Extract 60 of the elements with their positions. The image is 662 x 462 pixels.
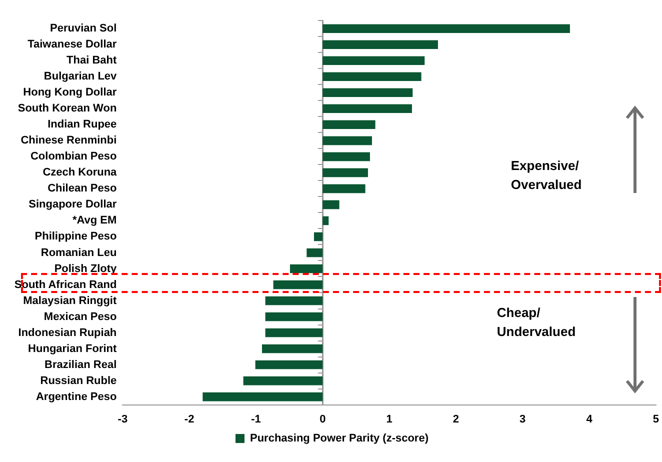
y-tick-label: Malaysian Ringgit [23,294,117,307]
y-tick-label: Argentine Peso [36,390,117,403]
x-tick-label: -3 [118,413,128,426]
y-tick-label: Colombian Peso [30,150,117,163]
y-tick-label: Polish Zloty [54,262,118,275]
x-tick-label: 0 [320,413,326,426]
y-tick-label: Taiwanese Dollar [28,38,118,51]
x-tick-label: 3 [520,413,526,426]
y-tick-label: South Korean Won [18,102,117,115]
y-tick-label: Thai Baht [66,54,117,67]
y-tick-label: Czech Koruna [42,166,118,179]
y-tick-label: Singapore Dollar [28,198,118,211]
bar [265,312,323,322]
y-tick-label: Philippine Peso [34,230,117,243]
x-tick-label: -2 [184,413,194,426]
x-tick-label: -1 [251,413,261,426]
y-tick-label: Mexican Peso [44,310,117,323]
bar [322,200,340,210]
y-tick-label: Romanian Leu [40,246,117,259]
bar [322,72,422,82]
bar [255,360,323,370]
bar [322,168,368,178]
bar [322,184,366,194]
y-tick-label: South African Rand [14,278,117,291]
x-tick-label: 2 [452,413,460,426]
legend-label: Purchasing Power Parity (z-score) [250,432,429,445]
bar [265,296,323,306]
y-tick-label: Indonesian Rupiah [18,326,117,339]
bar [262,344,323,354]
bar [243,376,323,386]
bar [322,136,372,146]
y-tick-label: *Avg EM [72,214,117,227]
bar [322,88,413,98]
bar [322,56,425,66]
x-tick-label: 4 [586,413,594,426]
y-tick-label: Chinese Renminbi [20,134,117,147]
bar [322,216,329,226]
y-tick-label: Chilean Peso [48,182,117,195]
bar [322,24,570,34]
y-tick-label: Hungarian Forint [28,342,118,355]
bar [273,280,323,290]
bar [322,104,412,114]
bar [265,328,323,338]
annotation: Cheap/ Undervalued [496,304,576,339]
bar [322,120,376,130]
bar [322,152,370,162]
y-tick-label: Indian Rupee [48,118,117,131]
bar [290,264,323,274]
y-tick-label: Bulgarian Lev [44,70,118,83]
bar [202,392,323,402]
y-tick-label: Hong Kong Dollar [23,86,118,99]
x-tick-label: 5 [652,413,660,426]
y-tick-label: Peruvian Sol [50,22,117,35]
annotation: Expensive/ Overvalued [510,158,582,192]
bar [314,232,323,242]
y-tick-label: Russian Ruble [40,374,117,387]
x-tick-label: 1 [386,413,392,426]
bar [322,40,438,50]
bar [306,248,323,258]
y-tick-label: Brazilian Real [44,358,117,371]
